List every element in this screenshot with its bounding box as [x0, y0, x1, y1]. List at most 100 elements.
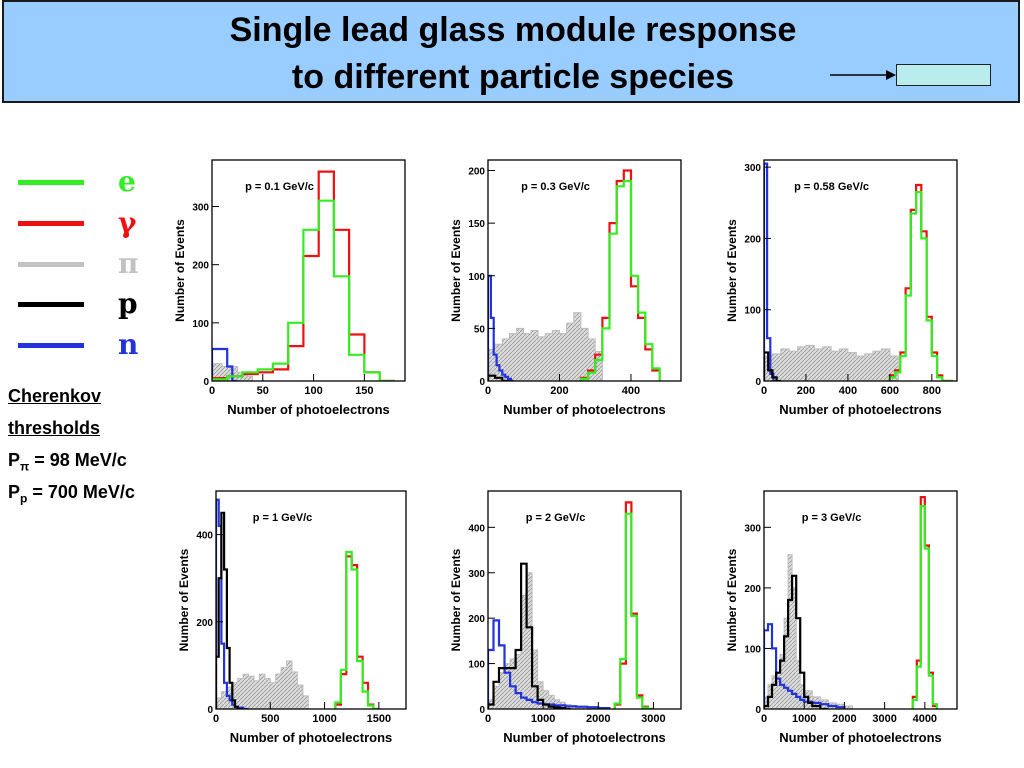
histogram-panel-1: 0 50 100 150 0 100 200 300 p = 0.1 GeV/c Number o…	[173, 159, 406, 417]
histogram-e	[334, 550, 379, 709]
histogram-p	[764, 351, 781, 381]
plot-frame	[211, 159, 406, 382]
histogram-panel-6: 0 1000 2000 3000 4000 0 100 200 300 p = 3 GeV/c Nu…	[725, 490, 958, 745]
plot-series	[216, 498, 379, 709]
histogram-p	[488, 562, 571, 709]
x-tick-label: 600	[881, 385, 899, 397]
plot-frame	[763, 159, 958, 382]
highlight-box	[896, 64, 991, 86]
y-axis-label: Number of Events	[173, 219, 187, 322]
x-tick-label: 4000	[913, 713, 937, 725]
x-axis-label: Number of photoelectrons	[779, 730, 942, 745]
histogram-n	[764, 162, 777, 381]
histogram-p	[216, 511, 244, 709]
legend-item-p: p	[18, 286, 138, 322]
plot-series	[764, 162, 953, 381]
legend-swatch-pi	[18, 262, 84, 267]
y-tick-label: 100	[468, 272, 485, 283]
x-tick-label: 0	[761, 385, 767, 397]
x-tick-label: 0	[209, 385, 215, 397]
plot-frame	[487, 490, 682, 710]
y-tick-label: 300	[192, 203, 209, 214]
x-tick-label: 1000	[312, 713, 336, 725]
histogram-e	[613, 512, 654, 709]
x-tick-label: 1000	[792, 713, 816, 725]
x-tick-label: 800	[923, 385, 941, 397]
legend-label-gamma: γ	[118, 206, 137, 239]
histogram-e	[212, 199, 395, 381]
cherenkov-heading-line-2: thresholds	[8, 418, 101, 438]
y-tick-label: 100	[744, 306, 761, 317]
page-title-line-1: Single lead glass module response	[229, 11, 797, 49]
title-banner: Single lead glass module response to dif…	[2, 0, 1020, 103]
histogram-n	[488, 619, 611, 709]
plot-frame	[763, 490, 958, 710]
y-tick-label: 200	[744, 584, 761, 595]
x-tick-label: 50	[257, 385, 269, 397]
histogram-e	[911, 505, 938, 709]
y-tick-label: 200	[468, 614, 485, 625]
legend-swatch-e	[18, 180, 84, 185]
legend-item-gamma: γ	[18, 205, 138, 241]
legend-item-e: e	[18, 164, 138, 200]
y-tick-label: 200	[196, 618, 213, 629]
plot-frame	[487, 159, 682, 382]
plot-series	[488, 501, 654, 709]
histogram-panel-3: 0 200 400 600 800 0 100 200 300 p = 0.58 GeV/c Num…	[725, 159, 958, 417]
y-tick-label: 300	[744, 163, 761, 174]
x-tick-label: 1500	[367, 713, 391, 725]
histogram-panel-4: 0 500 1000 1500 0 200 400 p = 1 GeV/c Number of …	[177, 490, 407, 745]
histogram-pi	[488, 312, 603, 381]
x-axis-label: Number of photoelectrons	[230, 730, 393, 745]
x-tick-label: 400	[622, 385, 640, 397]
x-tick-label: 400	[839, 385, 857, 397]
plot-series	[764, 496, 938, 709]
y-tick-label: 300	[744, 523, 761, 534]
x-tick-label: 0	[213, 713, 219, 725]
y-tick-label: 0	[203, 377, 209, 388]
x-tick-label: 2000	[586, 713, 610, 725]
x-axis-label: Number of photoelectrons	[779, 402, 942, 417]
plot-title: p = 1 GeV/c	[253, 512, 313, 524]
x-tick-label: 2000	[832, 713, 856, 725]
y-tick-label: 200	[468, 167, 485, 178]
histogram-pi	[764, 554, 853, 709]
cherenkov-heading-line-1: Cherenkov	[8, 386, 102, 406]
y-axis-label: Number of Events	[177, 548, 191, 651]
plot-title: p = 0.1 GeV/c	[245, 181, 314, 193]
histogram-n	[488, 274, 514, 381]
y-tick-label: 200	[192, 261, 209, 272]
y-tick-label: 100	[468, 660, 485, 671]
x-tick-label: 3000	[872, 713, 896, 725]
threshold-proton: Pp = 700 MeV/c	[8, 482, 135, 506]
y-tick-label: 100	[744, 644, 761, 655]
x-tick-label: 0	[485, 713, 491, 725]
y-tick-label: 400	[468, 523, 485, 534]
y-tick-label: 0	[479, 377, 485, 388]
y-tick-label: 150	[468, 219, 485, 230]
x-tick-label: 500	[261, 713, 279, 725]
y-axis-label: Number of Events	[725, 548, 739, 651]
threshold-pion: Pπ = 98 MeV/c	[8, 450, 127, 474]
page-title-line-2: to different particle species	[291, 58, 735, 96]
legend-label-e: e	[118, 165, 136, 198]
legend-item-pi: π	[18, 246, 139, 282]
y-tick-label: 0	[755, 377, 761, 388]
plot-area	[216, 491, 406, 709]
legend-swatch-n	[18, 343, 84, 348]
legend-label-n: n	[118, 328, 139, 361]
histogram-n	[764, 623, 846, 709]
plot-frame	[215, 490, 407, 710]
y-tick-label: 300	[468, 569, 485, 580]
plot-title: p = 0.58 GeV/c	[794, 181, 869, 193]
x-axis-label: Number of photoelectrons	[503, 402, 666, 417]
histogram-gamma	[579, 169, 661, 381]
histogram-panel-5: 0 1000 2000 3000 0 100 200 300 400 p = 2 GeV/c Num…	[449, 490, 682, 745]
x-tick-label: 150	[355, 385, 373, 397]
legend-label-p: p	[118, 287, 138, 320]
histogram-p	[488, 374, 510, 381]
legend-swatch-gamma	[18, 221, 84, 226]
x-tick-label: 3000	[641, 713, 665, 725]
plot-area	[764, 160, 957, 381]
y-tick-label: 400	[196, 531, 213, 542]
